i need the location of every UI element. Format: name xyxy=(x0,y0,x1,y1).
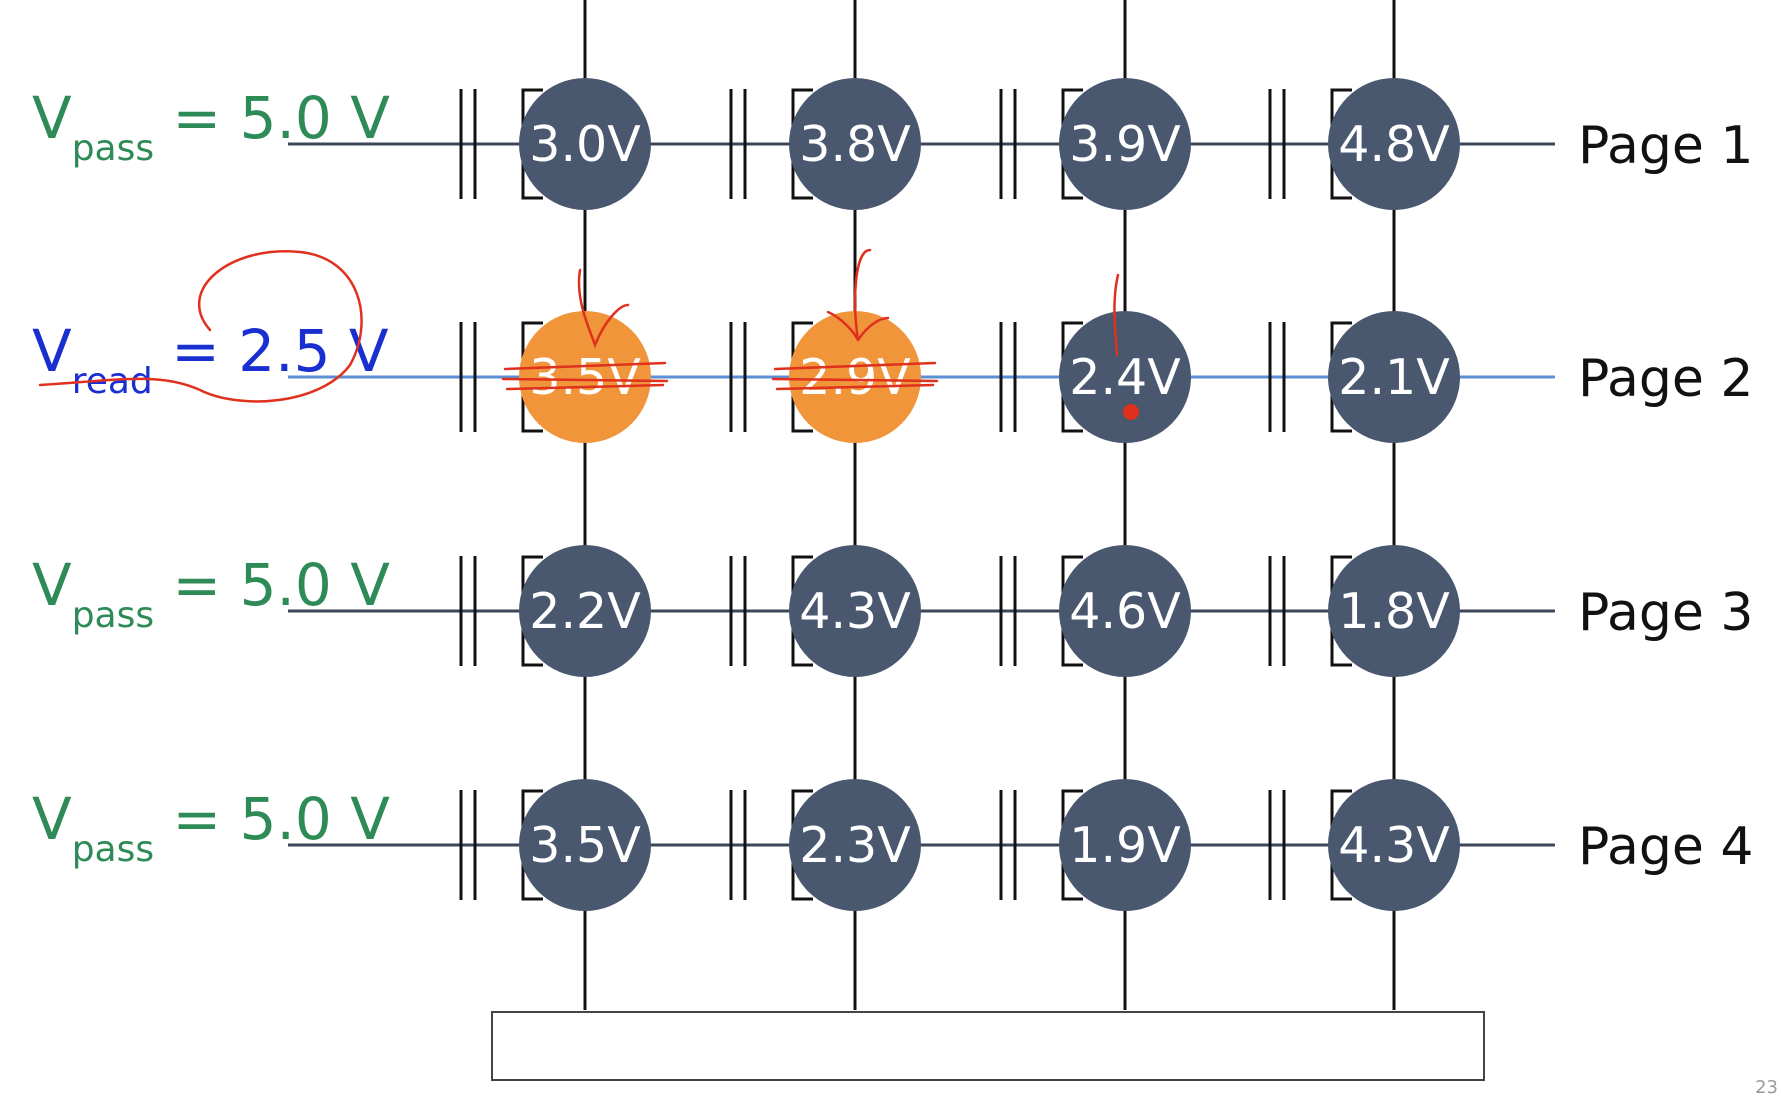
memory-cell: 4.8V xyxy=(1268,78,1460,210)
memory-cell: 2.4V xyxy=(999,311,1191,443)
strike-line xyxy=(501,377,669,383)
memory-cell: 3.8V xyxy=(729,78,921,210)
memory-cell: 2.3V xyxy=(729,779,921,911)
cell-circle xyxy=(1328,78,1460,210)
cell-voltage: 2.4V xyxy=(1069,349,1181,406)
memory-cell: 4.3V xyxy=(1268,779,1460,911)
memory-cell: 2.1V xyxy=(1268,311,1460,443)
cell-circle xyxy=(1328,779,1460,911)
memory-cell: 2.2V xyxy=(459,545,651,677)
cell-voltage: 2.2V xyxy=(529,583,641,640)
annotation-circle xyxy=(38,250,363,403)
page-label: Page 2 xyxy=(1578,349,1754,409)
cell-circle xyxy=(1328,311,1460,443)
cell-circle xyxy=(519,78,651,210)
row-voltage-label: Vpass = 5.0 V xyxy=(32,785,390,870)
cell-voltage: 3.5V xyxy=(529,349,641,406)
row-voltage-label: Vread = 2.5 V xyxy=(32,317,389,402)
sense-amplifier-box xyxy=(491,1011,1485,1081)
cell-voltage: 2.1V xyxy=(1338,349,1450,406)
cell-circle xyxy=(1328,545,1460,677)
page-label: Page 4 xyxy=(1578,817,1754,877)
cell-circle xyxy=(519,545,651,677)
strike-line xyxy=(505,383,665,391)
cell-circle xyxy=(519,779,651,911)
cell-voltage: 3.9V xyxy=(1069,116,1181,173)
page-label: Page 1 xyxy=(1578,116,1754,176)
cell-voltage: 3.5V xyxy=(529,817,641,874)
arrow-mark xyxy=(826,248,890,342)
cell-circle xyxy=(789,78,921,210)
row-voltage-label: Vpass = 5.0 V xyxy=(32,84,390,169)
memory-cell: 1.9V xyxy=(999,779,1191,911)
cell-voltage: 1.9V xyxy=(1069,817,1181,874)
arrow-mark xyxy=(577,268,630,349)
cell-voltage: 2.9V xyxy=(799,349,911,406)
cell-circle xyxy=(519,311,651,443)
strike-line xyxy=(771,377,939,383)
red-dot xyxy=(1123,404,1139,420)
cell-circle xyxy=(1059,78,1191,210)
memory-cell: 3.9V xyxy=(999,78,1191,210)
memory-cell: 4.3V xyxy=(729,545,921,677)
memory-cell: 3.5V xyxy=(459,311,651,443)
strike-line xyxy=(773,361,937,371)
cell-circle xyxy=(1059,545,1191,677)
memory-cell: 3.5V xyxy=(459,779,651,911)
annotations xyxy=(38,248,1139,420)
slide-number: 23 xyxy=(1755,1077,1778,1098)
cell-voltage: 4.3V xyxy=(799,583,911,640)
strike-line xyxy=(775,383,935,391)
cell-voltage: 3.8V xyxy=(799,116,911,173)
cell-voltage: 3.0V xyxy=(529,116,641,173)
strike-line xyxy=(503,361,667,371)
memory-cell: 1.8V xyxy=(1268,545,1460,677)
cell-voltage: 4.3V xyxy=(1338,817,1450,874)
arrow-mark xyxy=(1113,273,1120,357)
memory-cell: 4.6V xyxy=(999,545,1191,677)
cell-voltage: 1.8V xyxy=(1338,583,1450,640)
cell-circle xyxy=(1059,311,1191,443)
memory-cell: 3.0V xyxy=(459,78,651,210)
cell-voltage: 4.6V xyxy=(1069,583,1181,640)
cell-voltage: 4.8V xyxy=(1338,116,1450,173)
cell-circle xyxy=(1059,779,1191,911)
cell-voltage: 2.3V xyxy=(799,817,911,874)
cell-circle xyxy=(789,545,921,677)
memory-cell: 2.9V xyxy=(729,311,921,443)
cell-circle xyxy=(789,779,921,911)
page-label: Page 3 xyxy=(1578,583,1754,643)
cell-circle xyxy=(789,311,921,443)
row-voltage-label: Vpass = 5.0 V xyxy=(32,551,390,636)
